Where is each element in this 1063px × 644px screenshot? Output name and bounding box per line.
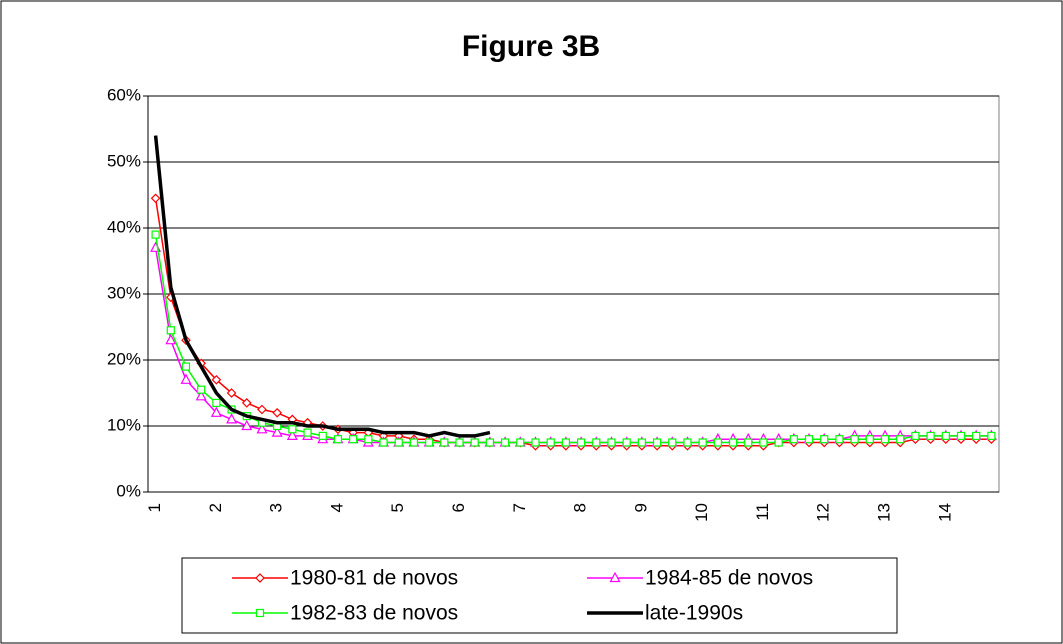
legend-label: 1984-85 de novos — [645, 567, 813, 590]
marker — [531, 438, 540, 447]
marker — [318, 431, 327, 440]
x-tick-label: 3 — [267, 503, 286, 512]
marker — [652, 438, 662, 447]
marker — [151, 230, 160, 239]
marker — [197, 385, 206, 394]
marker — [257, 404, 267, 415]
marker — [271, 426, 283, 437]
x-tick-label: 9 — [631, 503, 650, 512]
marker — [713, 438, 722, 447]
marker — [255, 608, 265, 618]
marker — [501, 438, 510, 447]
y-tick-label: 0% — [116, 481, 141, 500]
marker — [561, 438, 571, 447]
x-tick-label: 12 — [814, 503, 833, 522]
marker — [150, 193, 161, 204]
x-tick-label: 7 — [510, 503, 529, 512]
marker — [303, 428, 312, 437]
marker — [698, 438, 707, 447]
marker — [288, 425, 297, 434]
marker — [210, 406, 222, 417]
x-tick-label: 1 — [145, 503, 164, 512]
marker — [180, 373, 192, 384]
legend-label: late-1990s — [645, 602, 743, 625]
marker — [409, 438, 419, 447]
marker — [972, 431, 981, 440]
x-tick-label: 8 — [571, 503, 590, 512]
marker — [272, 407, 283, 418]
chart-title: Figure 3B — [462, 30, 600, 63]
y-tick-label: 30% — [107, 283, 141, 302]
marker — [668, 438, 677, 447]
marker — [683, 438, 692, 447]
marker — [622, 438, 631, 447]
marker — [592, 438, 601, 447]
marker — [349, 435, 358, 444]
legend-label: 1980-81 de novos — [290, 567, 458, 590]
series-line — [153, 135, 491, 438]
y-tick-label: 50% — [107, 151, 141, 170]
marker — [181, 362, 191, 371]
marker — [255, 573, 265, 583]
marker — [455, 438, 464, 447]
marker — [774, 438, 783, 447]
marker — [609, 571, 621, 583]
marker — [926, 431, 935, 440]
marker — [286, 429, 298, 440]
y-tick-label: 40% — [107, 217, 141, 236]
marker — [256, 423, 268, 434]
marker — [759, 438, 768, 447]
marker — [165, 333, 177, 345]
marker — [364, 435, 373, 444]
y-tick-label: 60% — [107, 85, 141, 104]
marker — [166, 326, 175, 335]
x-tick-label: 4 — [327, 503, 346, 512]
marker — [744, 438, 753, 447]
marker — [546, 438, 555, 447]
marker — [394, 438, 403, 447]
marker — [226, 413, 238, 424]
marker — [211, 374, 222, 385]
marker — [241, 419, 253, 431]
marker — [820, 435, 829, 444]
y-tick-label: 10% — [107, 415, 141, 434]
marker — [850, 435, 859, 444]
legend-box — [181, 557, 898, 634]
marker — [865, 435, 874, 444]
marker — [440, 438, 449, 447]
marker — [226, 388, 237, 398]
x-tick-label: 11 — [753, 503, 772, 521]
marker — [896, 435, 905, 444]
marker — [195, 390, 207, 401]
x-tick-label: 5 — [388, 503, 407, 512]
marker — [212, 398, 221, 407]
marker — [956, 431, 966, 440]
marker — [637, 438, 646, 447]
marker — [425, 438, 434, 447]
marker — [576, 438, 586, 447]
x-tick-label: 10 — [692, 503, 711, 522]
marker — [835, 435, 844, 444]
x-tick-label: 2 — [206, 503, 225, 512]
marker — [607, 438, 616, 447]
x-tick-label: 6 — [449, 503, 468, 512]
marker — [941, 431, 950, 440]
marker — [379, 438, 388, 447]
marker — [987, 431, 996, 440]
marker — [516, 438, 525, 447]
marker — [485, 438, 495, 447]
marker — [880, 435, 890, 444]
legend-label: 1982-83 de novos — [290, 602, 458, 625]
marker — [911, 431, 920, 440]
marker — [241, 398, 252, 408]
marker — [333, 435, 343, 444]
x-tick-label: 13 — [875, 503, 894, 522]
x-tick-label: 14 — [935, 503, 954, 522]
marker — [789, 435, 798, 444]
marker — [804, 435, 814, 444]
y-tick-label: 20% — [107, 349, 141, 368]
marker — [728, 438, 738, 447]
marker — [470, 438, 479, 447]
